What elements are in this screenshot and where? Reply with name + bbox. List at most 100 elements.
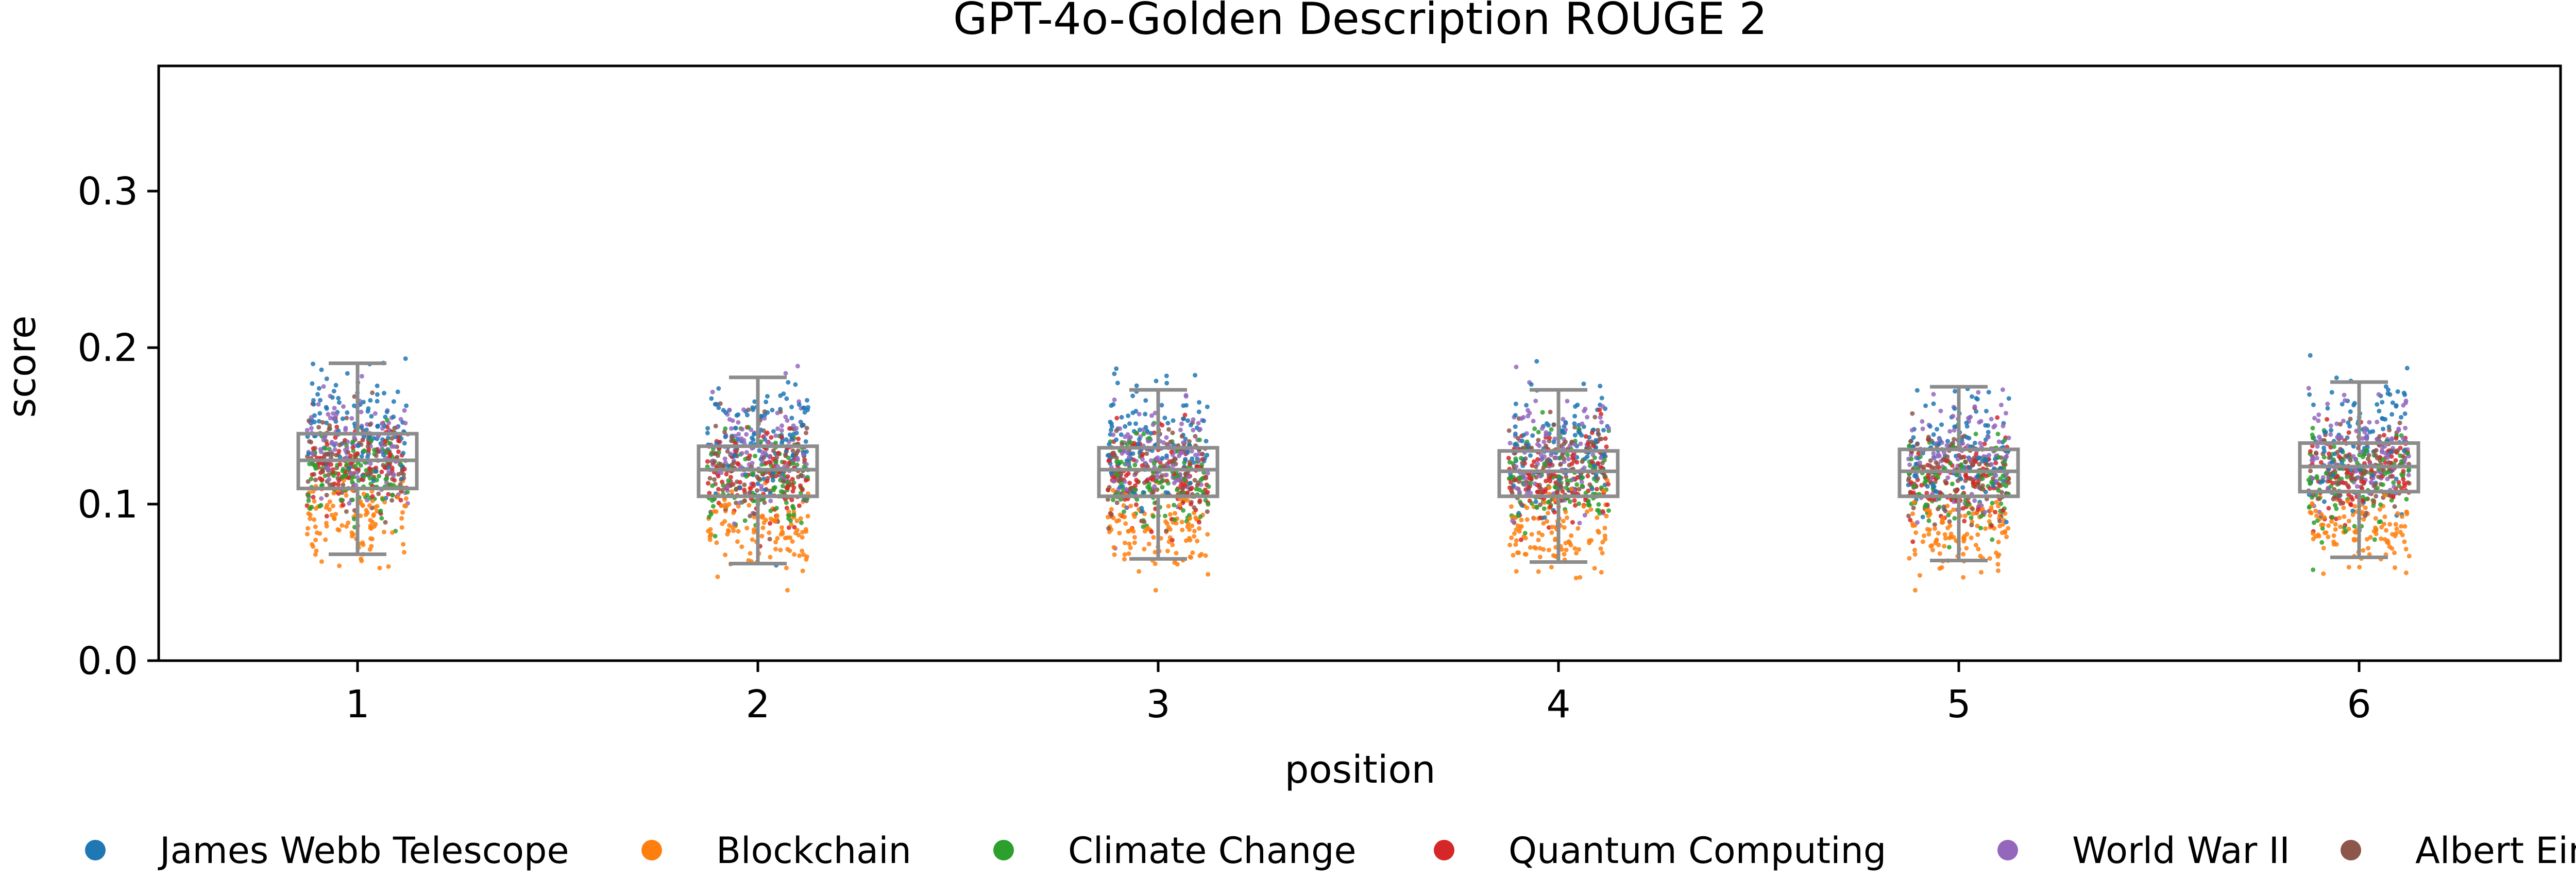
data-point: [763, 517, 768, 523]
data-point: [761, 455, 766, 460]
data-point: [1924, 491, 1929, 496]
box-plot: [2298, 380, 2420, 559]
data-point: [324, 505, 329, 510]
data-point: [2381, 426, 2386, 432]
data-point: [390, 493, 395, 498]
data-point: [405, 490, 410, 495]
data-point: [1977, 455, 1982, 460]
data-point: [362, 474, 367, 479]
data-point: [1605, 502, 1610, 507]
data-point: [330, 467, 335, 472]
data-point: [783, 371, 788, 376]
data-point: [1961, 539, 1967, 544]
data-point: [716, 405, 721, 410]
data-point: [1975, 523, 1980, 528]
data-point: [1197, 498, 1202, 503]
data-point: [728, 475, 733, 480]
data-point: [2313, 450, 2318, 455]
box-plot: [1897, 385, 2020, 562]
data-point: [1136, 441, 1141, 446]
data-point: [1538, 457, 1544, 462]
legend-marker: [993, 840, 1014, 860]
data-point: [2306, 386, 2311, 391]
data-point: [1514, 538, 1519, 543]
data-point: [1512, 531, 1517, 536]
data-point: [1530, 463, 1535, 468]
data-point: [1972, 458, 1977, 463]
data-point: [368, 471, 373, 476]
data-point: [344, 509, 349, 514]
data-point: [1118, 432, 1124, 437]
data-point: [1110, 497, 1115, 503]
data-point: [778, 489, 784, 494]
data-point: [1548, 478, 1553, 484]
data-point: [403, 496, 409, 501]
data-point: [1952, 406, 1957, 411]
data-point: [311, 494, 316, 499]
data-point: [1509, 535, 1514, 540]
data-point: [1585, 473, 1590, 478]
data-point: [2331, 539, 2336, 544]
data-point: [2321, 445, 2327, 451]
data-point: [333, 435, 338, 440]
data-point: [324, 406, 329, 411]
data-point: [1991, 476, 1996, 481]
data-point: [1528, 491, 1533, 496]
data-point: [1531, 419, 1536, 424]
data-point: [783, 415, 788, 420]
data-point: [1990, 537, 1995, 542]
data-point: [1977, 462, 1982, 467]
data-point: [2310, 531, 2315, 536]
data-point: [1191, 460, 1196, 465]
data-point: [2380, 482, 2385, 487]
data-point: [1962, 513, 1968, 519]
data-point: [1909, 457, 1914, 462]
data-point: [313, 538, 318, 543]
data-point: [1914, 442, 1920, 447]
data-point: [1200, 489, 1206, 494]
data-point: [341, 404, 346, 409]
data-point: [765, 394, 770, 399]
data-point: [723, 553, 728, 558]
data-point: [404, 403, 409, 408]
data-point: [1166, 427, 1172, 432]
data-point: [1111, 488, 1116, 493]
data-point: [1563, 439, 1568, 444]
data-point: [370, 390, 375, 395]
data-point: [367, 434, 372, 439]
data-point: [2403, 546, 2409, 551]
data-point: [2331, 533, 2336, 538]
data-point: [2315, 444, 2320, 449]
data-point: [371, 447, 377, 453]
data-point: [771, 448, 776, 453]
data-point: [352, 394, 357, 399]
data-point: [318, 450, 324, 455]
data-point: [705, 459, 710, 464]
legend-item: Albert Einstein: [2341, 830, 2576, 872]
data-point: [1914, 388, 1920, 393]
data-point: [399, 525, 404, 530]
data-point: [767, 530, 772, 536]
data-point: [742, 487, 747, 492]
data-point: [342, 440, 347, 445]
data-point: [375, 383, 380, 388]
data-point: [775, 410, 780, 416]
data-point: [2395, 389, 2400, 394]
data-point: [1169, 450, 1174, 455]
data-point: [1154, 378, 1159, 384]
data-point: [1147, 485, 1152, 490]
data-point: [1596, 508, 1601, 513]
data-point: [2346, 492, 2351, 497]
data-point: [785, 535, 790, 540]
data-point: [2310, 425, 2315, 430]
data-point: [1196, 409, 1201, 415]
data-point: [1603, 537, 1608, 542]
data-point: [1197, 526, 1202, 531]
data-point: [1122, 540, 1127, 545]
data-point: [335, 527, 341, 532]
data-point: [773, 546, 778, 551]
data-point: [713, 423, 718, 428]
data-point: [705, 464, 710, 469]
data-point: [333, 383, 338, 388]
data-point: [725, 528, 731, 533]
